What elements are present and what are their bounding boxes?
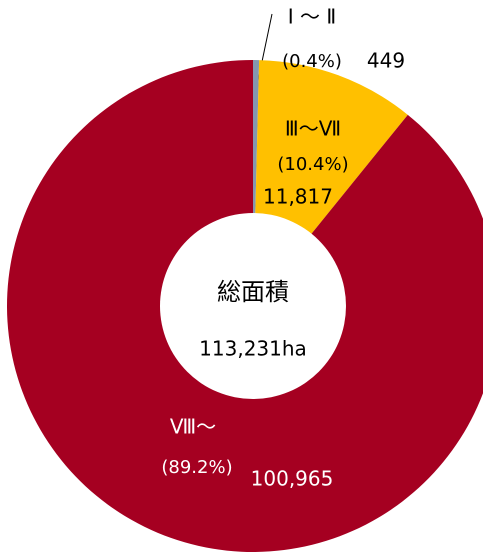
value-label: 449	[367, 49, 405, 73]
value-label: 11,817	[263, 185, 333, 209]
donut-hole	[160, 213, 346, 399]
center-title: 総面積	[217, 278, 289, 306]
category-label: Ⅰ ～ Ⅱ	[288, 5, 336, 29]
center-total: 113,231ha	[199, 337, 307, 361]
category-label: Ⅷ～	[170, 415, 216, 439]
percent-label: (89.2%)	[161, 457, 232, 478]
category-label: Ⅲ～Ⅶ	[285, 117, 341, 141]
percent-label: (0.4%)	[282, 51, 342, 72]
percent-label: (10.4%)	[277, 154, 348, 175]
value-label: 100,965	[251, 467, 334, 491]
